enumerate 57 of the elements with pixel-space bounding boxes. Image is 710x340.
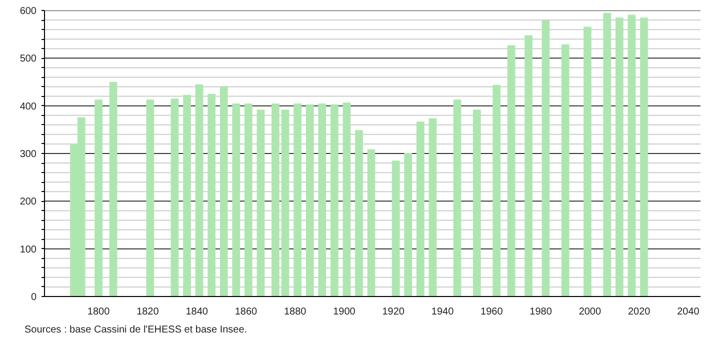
y-tick-label: 600 [20,6,37,17]
bar [220,86,228,296]
x-tick-label: 2000 [578,306,602,318]
y-tick-label: 0 [30,292,37,303]
bar [94,100,102,296]
bar [208,94,216,296]
bar [232,103,240,296]
bar [472,110,481,296]
x-tick-label: 1940 [431,306,454,318]
x-tick-label: 1880 [284,306,307,318]
x-tick-label: 1900 [333,306,356,318]
bar [342,102,351,296]
bar [272,103,280,296]
bar [330,104,338,296]
bar [146,100,154,296]
y-tick-label: 200 [20,196,37,208]
source-note: Sources : base Cassini de l'EHESS et base Insee. [24,324,248,336]
x-tick-label: 1920 [382,306,405,318]
y-tick-label: 400 [20,101,37,112]
bar [542,20,550,296]
y-tick-label: 300 [20,149,37,160]
x-tick-label: 1960 [480,306,504,318]
bar [170,98,179,296]
bar [367,149,376,296]
x-tick-label: 1840 [186,306,208,318]
bar [561,44,570,296]
bar [640,18,648,296]
x-tick-label: 1860 [234,306,258,318]
bar [109,82,118,296]
bar [428,118,437,296]
bar [453,100,462,296]
bar [524,35,532,296]
bar [306,104,314,296]
bar [355,130,363,296]
bar [256,110,265,296]
bar [615,18,624,296]
bar [244,103,252,296]
bar [507,45,516,296]
y-tick-label: 500 [20,54,37,65]
x-tick-label: 1800 [87,306,110,318]
x-tick-label: 2020 [628,306,651,318]
bar [318,103,326,296]
bar [628,14,636,296]
bar [404,153,412,296]
x-tick-label: 2040 [677,306,700,318]
bar [294,103,302,296]
bar [392,160,400,296]
x-tick-label: 1980 [530,306,552,318]
bar [603,12,612,296]
x-tick-label: 1820 [136,306,160,318]
bar [281,110,290,296]
bar [195,84,204,296]
y-tick-label: 100 [20,244,37,256]
bar [492,84,501,296]
bar [183,94,191,296]
bar [584,26,592,296]
bar [416,122,424,296]
